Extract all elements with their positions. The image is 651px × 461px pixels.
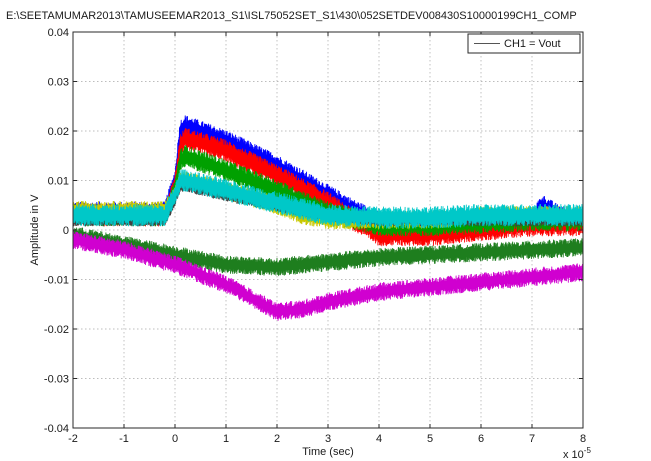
- legend-box: [467, 33, 581, 54]
- legend: CH1 = Vout: [467, 33, 581, 54]
- x-tick-label: 6: [478, 433, 484, 445]
- x-tick-label: 2: [274, 433, 280, 445]
- x-tick-label: -2: [68, 433, 78, 445]
- series-group: [72, 115, 584, 321]
- x-tick-label: 8: [580, 433, 586, 445]
- x-multiplier-exp: -5: [584, 446, 592, 455]
- y-tick-label: -0.04: [44, 423, 69, 435]
- y-tick-label: -0.02: [44, 324, 69, 336]
- y-tick-label: 0: [63, 225, 69, 237]
- y-tick-label: 0.04: [48, 27, 69, 39]
- chart-title: E:\SEETAMUMAR2013\TAMUSEEMAR2013_S1\ISL7…: [6, 10, 577, 22]
- y-axis-label: Amplitude in V: [29, 194, 41, 266]
- series-line-6: [72, 227, 584, 277]
- x-axis-label: Time (sec): [302, 446, 354, 458]
- y-tick-label: -0.03: [44, 374, 69, 386]
- legend-label: CH1 = Vout: [504, 38, 561, 50]
- x-tick-label: -1: [119, 433, 129, 445]
- x-tick-label: 7: [529, 433, 535, 445]
- y-tick-label: -0.01: [44, 275, 69, 287]
- x-multiplier-base: x 10: [563, 449, 584, 461]
- y-tick-label: 0.01: [48, 176, 69, 188]
- x-tick-label: 1: [223, 433, 229, 445]
- series-line-7: [72, 231, 584, 321]
- x-multiplier: x 10-5: [563, 446, 591, 461]
- y-ticks: -0.04 -0.03 -0.02 -0.01 0 0.01 0.02 0.03 0.04: [44, 27, 583, 435]
- x-tick-label: 0: [172, 433, 178, 445]
- x-ticks: -2 -1 0 1 2 3 4 5 6 7 8: [68, 32, 586, 445]
- x-tick-label: 4: [376, 433, 382, 445]
- series-line-5: [72, 169, 584, 229]
- y-tick-label: 0.02: [48, 126, 69, 138]
- y-tick-label: 0.03: [48, 77, 69, 89]
- x-tick-label: 3: [325, 433, 331, 445]
- x-tick-label: 5: [427, 433, 433, 445]
